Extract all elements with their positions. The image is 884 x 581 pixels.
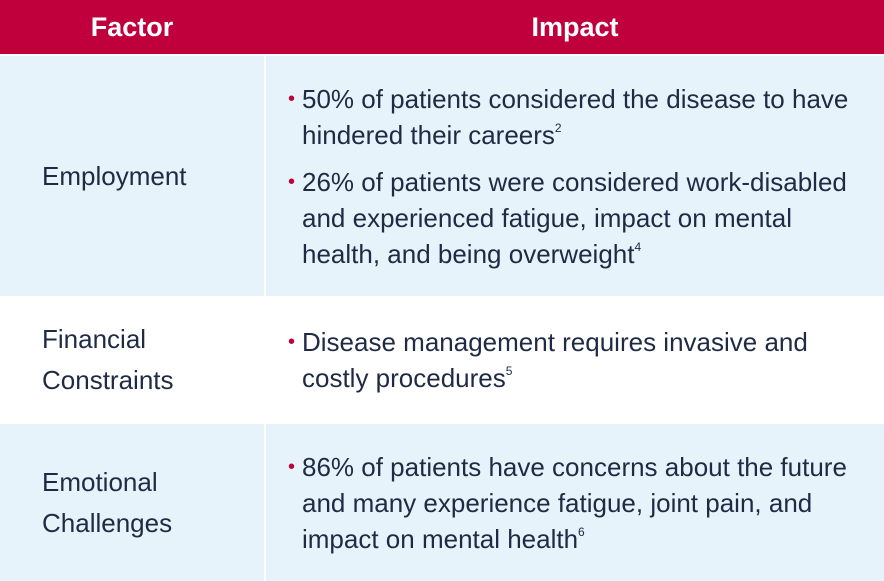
reference-superscript: 2 [554,120,562,135]
impact-text: 26% of patients were considered work-dis… [302,166,847,269]
impact-cell: • 86% of patients have concerns about th… [266,424,884,581]
column-header-factor: Factor [90,12,174,42]
table-row: Emotional Challenges • 86% of patients h… [0,424,884,581]
impact-bullet: • 50% of patients considered the disease… [288,81,870,153]
factor-label: Emotional Challenges [42,466,173,538]
column-header-impact: Impact [531,12,619,42]
bullet-icon: • [288,455,296,478]
impact-text: 50% of patients considered the disease t… [302,83,849,150]
table-header: Factor Impact [0,0,884,54]
reference-superscript: 4 [634,239,642,254]
impact-text: 86% of patients have concerns about the … [302,451,847,554]
table-row: Financial Constraints • Disease manageme… [0,298,884,422]
impact-bullet: • 86% of patients have concerns about th… [288,449,870,557]
reference-superscript: 6 [578,524,585,539]
impact-cell: • 50% of patients considered the disease… [266,56,884,296]
impact-cell: • Disease management requires invasive a… [266,298,884,422]
factor-cell: Emotional Challenges [0,424,264,581]
factor-cell: Employment [0,56,264,296]
impact-bullet: • 26% of patients were considered work-d… [288,164,870,272]
bullet-icon: • [288,331,296,353]
factor-label: Employment [42,160,187,191]
table-row: Employment • 50% of patients considered … [0,56,884,296]
reference-superscript: 5 [505,364,513,379]
factor-label: Financial Constraints [42,324,174,395]
factor-cell: Financial Constraints [0,298,264,422]
bullet-icon: • [288,87,296,110]
bullet-icon: • [288,170,296,193]
impact-bullet: • Disease management requires invasive a… [288,324,870,396]
impact-text: Disease management requires invasive and… [302,327,808,393]
